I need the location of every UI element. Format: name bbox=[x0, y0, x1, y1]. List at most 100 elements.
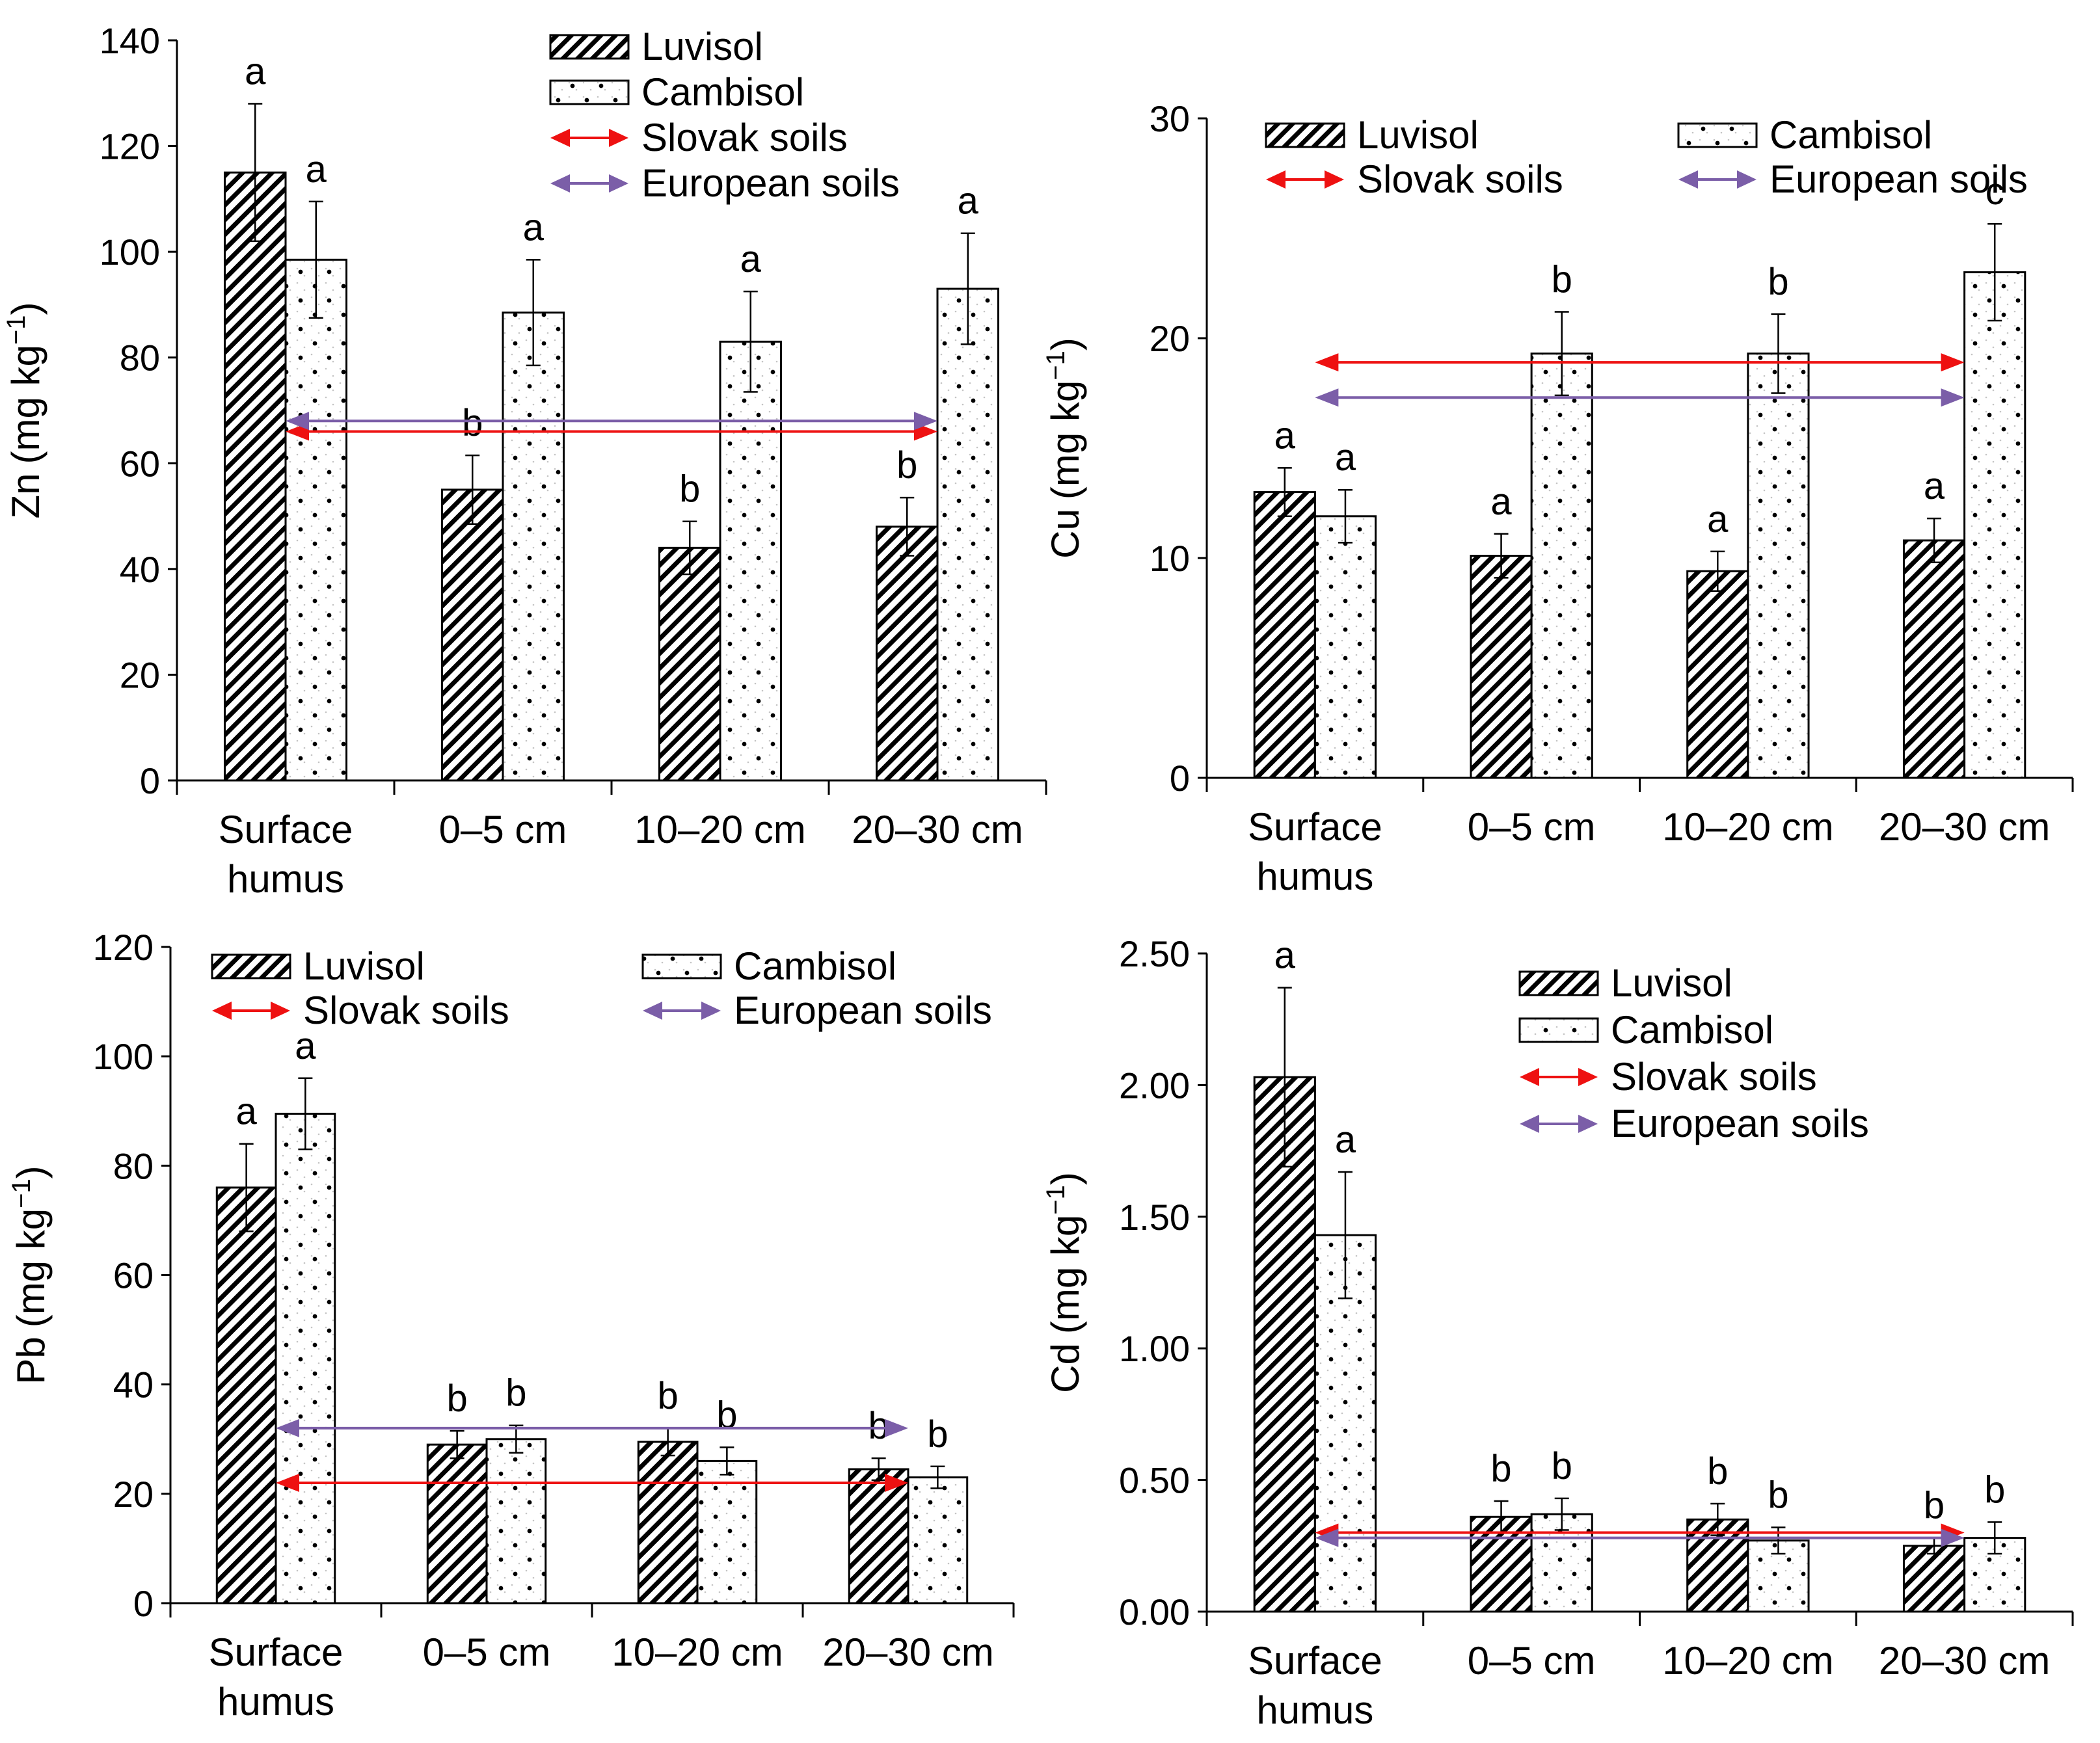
cd-y-tick-label: 0.00 bbox=[1119, 1591, 1190, 1632]
zn-significance-letter: a bbox=[306, 148, 327, 191]
zn-y-axis-label-unit: (mg kg bbox=[4, 345, 47, 464]
pb-y-tick-label: 120 bbox=[93, 927, 154, 968]
zn-reference-arrow-right bbox=[914, 412, 937, 431]
zn-y-tick-label: 140 bbox=[100, 20, 160, 61]
cd-y-axis-label-element: Cd bbox=[1043, 1343, 1087, 1393]
pb-reference-arrow-left bbox=[276, 1474, 299, 1493]
cu-category-label: Surface bbox=[1248, 805, 1382, 849]
cd-significance-letter: b bbox=[1984, 1469, 2005, 1511]
zn-significance-letter: a bbox=[740, 238, 762, 280]
cd-legend-swatch-cambisol bbox=[1518, 1017, 1599, 1043]
pb-y-axis-label: Pb (mg kg−1) bbox=[7, 1165, 53, 1384]
zn-y-axis-label-element: Zn bbox=[4, 473, 47, 518]
pb-legend-label-slovak-soils: Slovak soils bbox=[303, 989, 509, 1032]
cu-significance-letter: a bbox=[1274, 414, 1296, 457]
cu-legend: Luvisol Cambisol Slovak soils European soil… bbox=[1265, 113, 2028, 201]
pb-category-label: 10–20 cm bbox=[612, 1630, 783, 1674]
zn-bar-cambisol bbox=[502, 312, 565, 782]
cu-significance-letter: a bbox=[1335, 436, 1356, 479]
cu-category-label: 20–30 cm bbox=[1879, 805, 2051, 849]
pb-y-tick-label: 60 bbox=[113, 1255, 154, 1296]
cd-legend-label-european-soils: European soils bbox=[1611, 1102, 1869, 1145]
cu-bar-cambisol bbox=[1313, 515, 1377, 779]
pb-category-label: humus bbox=[217, 1680, 334, 1723]
cd-significance-letter: b bbox=[1552, 1445, 1572, 1487]
zn-bar-luvisol bbox=[658, 546, 721, 782]
cu-significance-letter: a bbox=[1707, 498, 1729, 540]
pb-bar-cambisol bbox=[907, 1476, 969, 1604]
cu-legend-label-luvisol: Luvisol bbox=[1357, 113, 1479, 157]
cu-legend-arrow-right bbox=[1325, 170, 1344, 189]
zn-legend-label-european-soils: European soils bbox=[641, 161, 900, 205]
cu-legend-label-european-soils: European soils bbox=[1770, 157, 2028, 201]
cd-legend-arrow-right bbox=[1578, 1068, 1598, 1086]
pb-y-axis-label-unit: (mg kg bbox=[9, 1208, 53, 1327]
cu-legend-label-slovak-soils: Slovak soils bbox=[1357, 157, 1563, 201]
zn-legend-swatch-cambisol bbox=[549, 79, 630, 105]
pb-bar-luvisol bbox=[637, 1441, 699, 1604]
zn-legend-arrow-right bbox=[609, 174, 628, 193]
cu-bar-luvisol bbox=[1902, 539, 1966, 779]
cd-reference-arrow-right bbox=[1941, 1528, 1965, 1547]
cu-y-tick-label: 10 bbox=[1150, 538, 1190, 579]
cu-bar-luvisol bbox=[1253, 491, 1316, 779]
cu-significance-letter: a bbox=[1490, 481, 1512, 523]
cd-significance-letter: a bbox=[1274, 935, 1296, 977]
cd-y-tick-label: 1.00 bbox=[1119, 1328, 1190, 1369]
zn-significance-letter: a bbox=[523, 206, 545, 248]
cd-legend-label-cambisol: Cambisol bbox=[1611, 1008, 1773, 1052]
cd-legend-arrow-right bbox=[1578, 1115, 1598, 1133]
cd-significance-letter: b bbox=[1768, 1474, 1788, 1516]
zn-significance-letter: b bbox=[679, 468, 700, 511]
cu-legend-arrow-right bbox=[1737, 170, 1757, 189]
cu-bar-luvisol bbox=[1470, 555, 1533, 779]
cd-category-label: 20–30 cm bbox=[1879, 1639, 2051, 1683]
pb-legend-arrow-left bbox=[643, 1002, 662, 1020]
cd-significance-letter: b bbox=[1924, 1485, 1945, 1527]
pb-bar-cambisol bbox=[696, 1459, 758, 1604]
cu-legend-arrow-left bbox=[1678, 170, 1698, 189]
cu-bar-luvisol bbox=[1686, 570, 1749, 779]
cu-y-axis-label-element: Cu bbox=[1043, 509, 1087, 559]
cu-bar-cambisol bbox=[1747, 353, 1810, 779]
cd-y-tick-label: 2.50 bbox=[1119, 933, 1190, 974]
cd-chart-panel: 0.00 0.50 1.00 1.50 2.00 2.50 Surface humus 0–5 … bbox=[1042, 933, 2074, 1732]
cd-significance-letter: a bbox=[1335, 1119, 1356, 1161]
cd-significance-letter: b bbox=[1707, 1450, 1728, 1493]
zn-bar-luvisol bbox=[875, 526, 939, 782]
cd-category-label: 0–5 cm bbox=[1468, 1639, 1596, 1683]
cu-reference-arrow-left bbox=[1315, 388, 1339, 407]
cu-y-tick-label: 0 bbox=[1170, 758, 1190, 799]
zn-bar-cambisol bbox=[284, 258, 348, 782]
pb-significance-letter: b bbox=[505, 1372, 526, 1415]
pb-significance-letter: b bbox=[927, 1413, 948, 1456]
pb-y-tick-label: 20 bbox=[113, 1474, 154, 1515]
zn-reference-arrow-left bbox=[286, 412, 309, 431]
cd-category-label: humus bbox=[1256, 1688, 1373, 1732]
cd-reference-arrow-left bbox=[1315, 1528, 1339, 1547]
cu-significance-letter: a bbox=[1924, 465, 1945, 507]
pb-significance-letter: b bbox=[716, 1394, 737, 1436]
pb-legend-arrow-right bbox=[271, 1002, 290, 1020]
pb-bar-luvisol bbox=[426, 1443, 488, 1604]
zn-bar-cambisol bbox=[936, 287, 1000, 782]
zn-legend-label-slovak-soils: Slovak soils bbox=[641, 116, 848, 159]
zn-category-label: 20–30 cm bbox=[852, 808, 1023, 851]
cd-bar-luvisol bbox=[1902, 1545, 1966, 1613]
zn-y-axis-label-close: ) bbox=[4, 302, 47, 315]
cd-category-label: 10–20 cm bbox=[1662, 1639, 1834, 1683]
cu-y-tick-label: 30 bbox=[1150, 98, 1190, 139]
cd-y-axis-label: Cd (mg kg−1) bbox=[1042, 1172, 1087, 1393]
pb-legend-label-cambisol: Cambisol bbox=[734, 944, 896, 988]
zn-legend-swatch-luvisol bbox=[549, 34, 630, 60]
cd-y-axis-label-unit: (mg kg bbox=[1043, 1215, 1087, 1334]
cu-y-axis-label-unit: (mg kg bbox=[1043, 380, 1087, 499]
pb-bar-luvisol bbox=[848, 1468, 909, 1604]
cd-y-axis-label-close: ) bbox=[1043, 1172, 1087, 1185]
pb-significance-letter: a bbox=[236, 1091, 258, 1133]
cd-legend-label-slovak-soils: Slovak soils bbox=[1611, 1055, 1817, 1098]
cd-significance-letter: b bbox=[1490, 1448, 1511, 1490]
pb-y-axis-label-close: ) bbox=[9, 1165, 53, 1178]
cu-significance-letter: c bbox=[1986, 170, 2004, 213]
